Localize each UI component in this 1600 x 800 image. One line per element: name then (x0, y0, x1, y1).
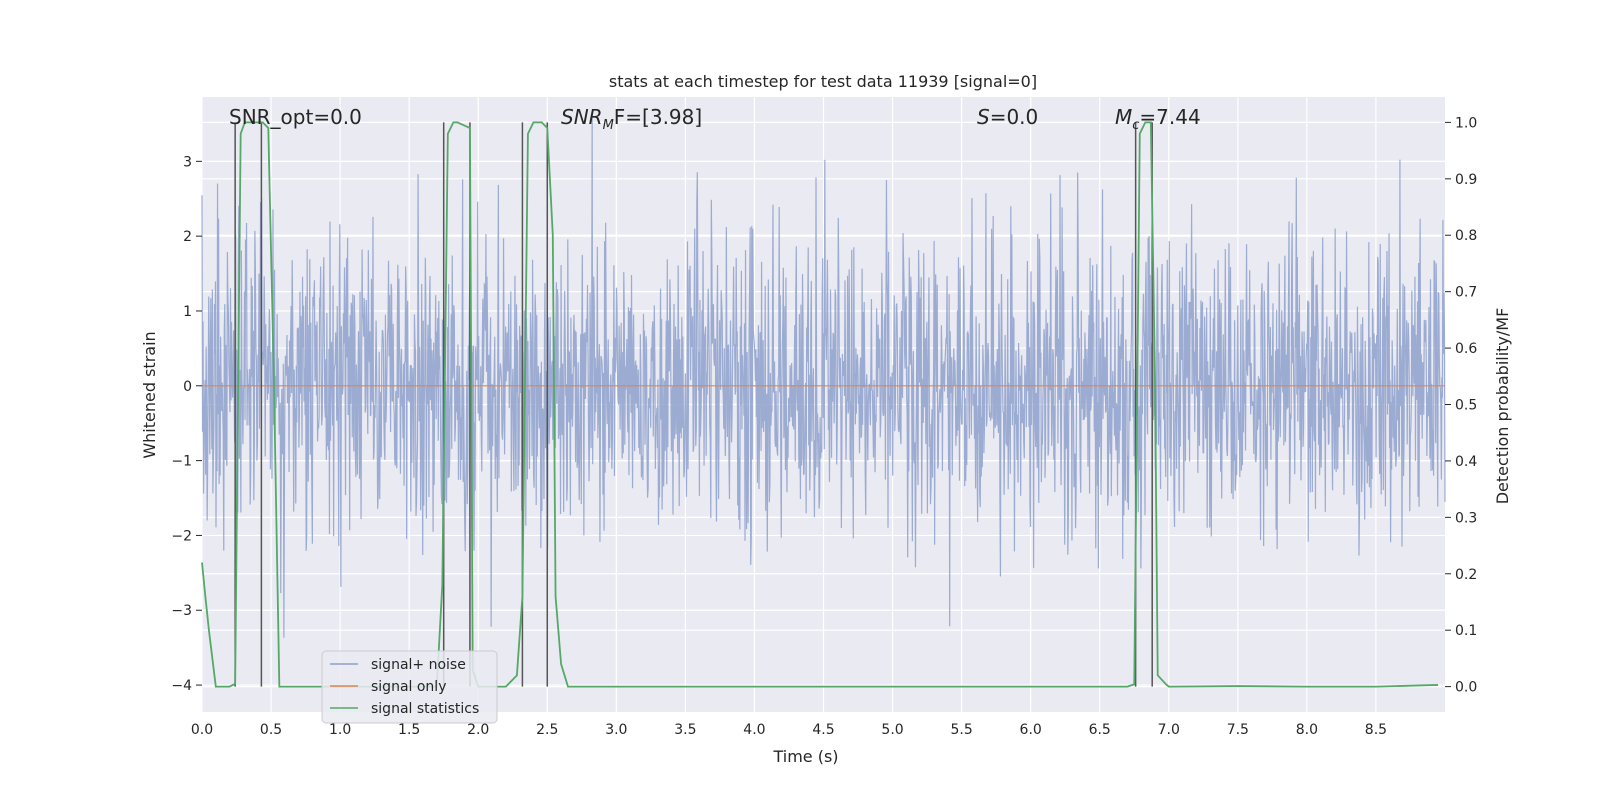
y-tick-label: −1 (171, 454, 192, 470)
y-tick-label: 0 (183, 379, 192, 395)
series-signal-statistics (201, 121, 1439, 688)
x-tick-label: 3.0 (605, 722, 627, 738)
y2-tick-label: 0.6 (1455, 341, 1477, 357)
mc-main: M (1115, 105, 1132, 129)
x-tick-label: 5.5 (950, 722, 972, 738)
mc-annotation: Mc=7.44 (1115, 105, 1201, 133)
y-tick-label: −3 (171, 603, 192, 619)
x-tick-label: 6.5 (1089, 722, 1111, 738)
y-axis-label: Whitened strain (140, 331, 159, 458)
snr-mf-sub: M (603, 118, 614, 133)
mc-rest: =7.44 (1139, 105, 1200, 129)
legend-label-noise: signal+ noise (371, 657, 466, 673)
x-tick-label: 2.0 (467, 722, 489, 738)
y-tick-label: 3 (183, 154, 192, 170)
x-tick-label: 7.0 (1158, 722, 1180, 738)
x-tick-label: 0.5 (260, 722, 282, 738)
y-tick-label: 1 (183, 304, 192, 320)
snr-mf-rest: F=[3.98] (614, 105, 702, 129)
s-rest: =0.0 (990, 105, 1039, 129)
y2-tick-label: 0.7 (1455, 285, 1477, 301)
y-tick-label: −2 (171, 528, 192, 544)
x-tick-label: 8.0 (1296, 722, 1318, 738)
x-tick-label: 1.0 (329, 722, 351, 738)
snr-mf-annotation: SNRMF=[3.98] (561, 105, 702, 133)
y-tick-label: 2 (183, 229, 192, 245)
s-annotation: S=0.0 (977, 105, 1038, 129)
y2-axis-label: Detection probability/MF (1493, 308, 1512, 505)
legend-box (321, 650, 498, 724)
y2-tick-label: 0.2 (1455, 567, 1477, 583)
x-tick-label: 4.5 (812, 722, 834, 738)
snr-opt-annotation: SNR_opt=0.0 (229, 105, 362, 129)
x-tick-label: 2.5 (536, 722, 558, 738)
x-tick-label: 4.0 (743, 722, 765, 738)
s-main: S (977, 105, 990, 129)
x-tick-label: 0.0 (191, 722, 213, 738)
chart-title: stats at each timestep for test data 119… (609, 72, 1037, 91)
series-signal-noise (201, 116, 1446, 638)
x-tick-label: 1.5 (398, 722, 420, 738)
x-tick-label: 3.5 (674, 722, 696, 738)
snr-mf-main: SNR (561, 105, 603, 129)
x-axis-label: Time (s) (772, 747, 838, 766)
y2-tick-label: 0.0 (1455, 680, 1477, 696)
legend: signal+ noise signal only signal statist… (321, 650, 498, 724)
y-tick-label: −4 (171, 678, 192, 694)
legend-label-signal: signal only (371, 679, 446, 695)
x-tick-label: 8.5 (1365, 722, 1387, 738)
y2-tick-label: 0.8 (1455, 228, 1477, 244)
y2-tick-label: 0.3 (1455, 510, 1477, 526)
x-tick-label: 7.5 (1227, 722, 1249, 738)
y2-tick-label: 0.9 (1455, 172, 1477, 188)
legend-label-stats: signal statistics (371, 701, 479, 717)
y2-tick-label: 0.1 (1455, 623, 1477, 639)
y2-tick-label: 0.5 (1455, 398, 1477, 414)
mc-sub: c (1132, 118, 1139, 133)
y2-tick-label: 0.4 (1455, 454, 1477, 470)
x-tick-label: 6.0 (1020, 722, 1042, 738)
y2-tick-label: 1.0 (1455, 115, 1477, 131)
x-tick-label: 5.0 (881, 722, 903, 738)
